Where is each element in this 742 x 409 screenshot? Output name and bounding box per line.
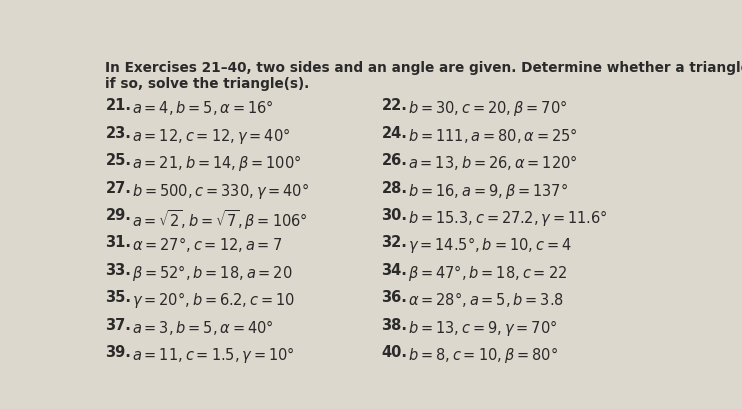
Text: $\alpha = 27°, c = 12, a = 7$: $\alpha = 27°, c = 12, a = 7$ — [132, 235, 282, 254]
Text: 38.: 38. — [381, 317, 407, 332]
Text: In Exercises 21–40, two sides and an angle are given. Determine whether a triang: In Exercises 21–40, two sides and an ang… — [105, 61, 742, 75]
Text: 23.: 23. — [105, 125, 131, 140]
Text: 28.: 28. — [381, 180, 407, 195]
Text: $\gamma = 14.5°, b = 10, c = 4$: $\gamma = 14.5°, b = 10, c = 4$ — [408, 235, 571, 255]
Text: 30.: 30. — [381, 207, 407, 222]
Text: 34.: 34. — [381, 262, 407, 277]
Text: $b = 13, c = 9, \gamma = 70°$: $b = 13, c = 9, \gamma = 70°$ — [408, 317, 557, 337]
Text: $b = 16, a = 9, \beta = 137°$: $b = 16, a = 9, \beta = 137°$ — [408, 180, 568, 200]
Text: 36.: 36. — [381, 290, 407, 305]
Text: $b = 500, c = 330, \gamma = 40°$: $b = 500, c = 330, \gamma = 40°$ — [132, 180, 309, 200]
Text: $a = 11, c = 1.5, \gamma = 10°$: $a = 11, c = 1.5, \gamma = 10°$ — [132, 344, 295, 364]
Text: 32.: 32. — [381, 235, 407, 250]
Text: $\beta = 52°, b = 18, a = 20$: $\beta = 52°, b = 18, a = 20$ — [132, 262, 292, 282]
Text: $a = 21, b = 14, \beta = 100°$: $a = 21, b = 14, \beta = 100°$ — [132, 153, 301, 173]
Text: 33.: 33. — [105, 262, 131, 277]
Text: 39.: 39. — [105, 344, 131, 360]
Text: $a = 3, b = 5, \alpha = 40°$: $a = 3, b = 5, \alpha = 40°$ — [132, 317, 274, 336]
Text: $\alpha = 28°, a = 5, b = 3.8$: $\alpha = 28°, a = 5, b = 3.8$ — [408, 290, 564, 309]
Text: $a = 13, b = 26, \alpha = 120°$: $a = 13, b = 26, \alpha = 120°$ — [408, 153, 577, 172]
Text: 40.: 40. — [381, 344, 407, 360]
Text: 24.: 24. — [381, 125, 407, 140]
Text: $a = \sqrt{2}, b = \sqrt{7}, \beta = 106°$: $a = \sqrt{2}, b = \sqrt{7}, \beta = 106… — [132, 207, 308, 231]
Text: $b = 30, c = 20, \beta = 70°$: $b = 30, c = 20, \beta = 70°$ — [408, 98, 567, 118]
Text: 31.: 31. — [105, 235, 131, 250]
Text: 35.: 35. — [105, 290, 131, 305]
Text: $a = 12, c = 12, \gamma = 40°$: $a = 12, c = 12, \gamma = 40°$ — [132, 125, 290, 145]
Text: 26.: 26. — [381, 153, 407, 168]
Text: $\gamma = 20°, b = 6.2, c = 10$: $\gamma = 20°, b = 6.2, c = 10$ — [132, 290, 295, 310]
Text: 37.: 37. — [105, 317, 131, 332]
Text: if so, solve the triangle(s).: if so, solve the triangle(s). — [105, 77, 309, 91]
Text: 29.: 29. — [105, 207, 131, 222]
Text: $b = 111, a = 80, \alpha = 25°$: $b = 111, a = 80, \alpha = 25°$ — [408, 125, 577, 144]
Text: $a = 4, b = 5, \alpha = 16°$: $a = 4, b = 5, \alpha = 16°$ — [132, 98, 274, 117]
Text: $b = 8, c = 10, \beta = 80°$: $b = 8, c = 10, \beta = 80°$ — [408, 344, 558, 364]
Text: $\beta = 47°, b = 18, c = 22$: $\beta = 47°, b = 18, c = 22$ — [408, 262, 567, 282]
Text: 25.: 25. — [105, 153, 131, 168]
Text: 22.: 22. — [381, 98, 407, 113]
Text: 21.: 21. — [105, 98, 131, 113]
Text: $b = 15.3, c = 27.2, \gamma = 11.6°$: $b = 15.3, c = 27.2, \gamma = 11.6°$ — [408, 207, 608, 227]
Text: 27.: 27. — [105, 180, 131, 195]
